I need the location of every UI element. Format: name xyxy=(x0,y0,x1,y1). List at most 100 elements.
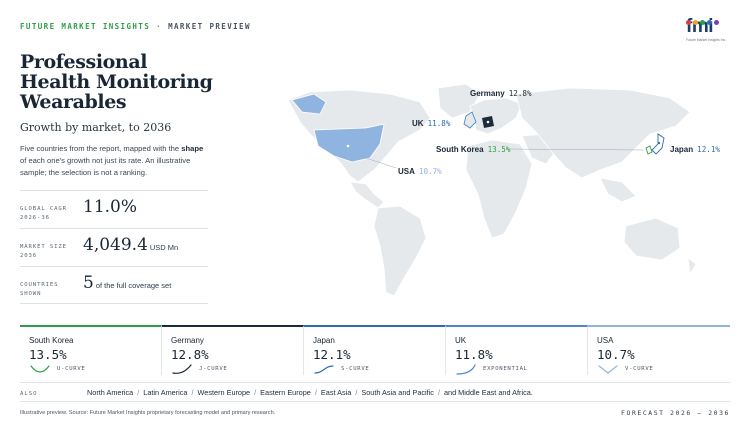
card-country: South Korea xyxy=(29,336,74,345)
south-korea-leader xyxy=(505,148,645,151)
map-label-uk: UK 11.8% xyxy=(412,119,451,128)
region-separator: / xyxy=(191,388,194,397)
card-value: 10.7% xyxy=(597,347,635,362)
region-separator: / xyxy=(254,388,257,397)
stat-value: 11.0% xyxy=(83,197,138,217)
world-map-svg xyxy=(287,83,697,297)
exponential-curve-icon xyxy=(456,364,476,375)
s-curve-icon xyxy=(314,365,334,374)
europe xyxy=(469,97,523,135)
south-korea-territory xyxy=(645,145,653,155)
region-item[interactable]: Latin America xyxy=(143,388,188,397)
card-shape-label: V-CURVE xyxy=(625,366,654,372)
map-pins xyxy=(346,120,661,148)
u-curve-icon xyxy=(30,365,50,373)
africa xyxy=(465,139,533,239)
header-mode: MARKET PREVIEW xyxy=(168,22,251,31)
country-card-japan[interactable]: Japan 12.1% S-CURVE xyxy=(304,325,446,375)
description: Five countries from the report, mapped w… xyxy=(20,144,204,177)
logo-dot xyxy=(714,20,719,25)
card-shape-label: J-CURVE xyxy=(199,366,228,372)
country-card-south-korea[interactable]: South Korea 13.5% U-CURVE xyxy=(20,325,162,375)
stat-label: COUNTRIES SHOWN xyxy=(20,282,59,297)
region-item[interactable]: Eastern Europe xyxy=(260,388,311,397)
country-cards: South Korea 13.5% U-CURVE Germany 12.8% … xyxy=(20,325,730,377)
country-card-germany[interactable]: Germany 12.8% J-CURVE xyxy=(162,325,304,375)
j-curve-icon xyxy=(172,364,192,374)
forecast-range: FORECAST 2026 – 2036 xyxy=(621,409,730,417)
region-item[interactable]: Western Europe xyxy=(197,388,251,397)
map-label-japan: Japan 12.1% xyxy=(670,145,720,154)
region-list: North America / Latin America / Western Euro… xyxy=(87,388,533,397)
card-value: 11.8% xyxy=(455,347,493,362)
logo-dot xyxy=(707,20,712,25)
region-separator: / xyxy=(137,388,140,397)
usa-leader xyxy=(359,155,397,169)
highlighted-countries xyxy=(291,93,665,163)
alaska xyxy=(291,93,327,115)
usa-pin xyxy=(346,144,350,148)
region-separator: / xyxy=(437,388,440,397)
logo-mark: fmi xyxy=(686,16,714,37)
leader-lines xyxy=(359,148,645,169)
stat-unit: of the full coverage set xyxy=(95,281,172,290)
logo-dot xyxy=(693,20,698,25)
south-america xyxy=(373,205,427,297)
also-regions-bar: ALSO North America / Latin America / Western… xyxy=(20,382,730,402)
region-item[interactable]: East Asia xyxy=(320,388,352,397)
central-america xyxy=(349,181,385,209)
region-separator: / xyxy=(314,388,317,397)
stat-global-cagr: GLOBAL CAGR 2026-36 11.0% xyxy=(20,190,208,228)
new-zealand xyxy=(687,257,697,276)
card-shape-label: U-CURVE xyxy=(57,366,86,372)
header-separator: · xyxy=(156,22,163,31)
southeast-asia xyxy=(599,177,637,203)
region-separator: / xyxy=(355,388,358,397)
map-label-usa: USA 10.7% xyxy=(398,167,442,176)
source-note: Illustrative preview. Source: Future Mar… xyxy=(20,410,276,416)
usa-territory xyxy=(313,123,385,163)
card-country: UK xyxy=(455,336,467,345)
brand-name: FUTURE MARKET INSIGHTS xyxy=(20,22,151,31)
stat-countries-shown: COUNTRIES SHOWN 5 of the full coverage se… xyxy=(20,266,208,304)
japan-territory xyxy=(651,133,665,155)
landmass xyxy=(287,83,697,297)
card-value: 12.8% xyxy=(171,347,209,362)
header-bar: FUTURE MARKET INSIGHTS · MARKET PREVIEW xyxy=(20,22,251,31)
region-item[interactable]: North America xyxy=(87,388,134,397)
australia xyxy=(623,217,681,261)
logo-dot xyxy=(700,20,705,25)
card-country: Japan xyxy=(313,336,335,345)
card-country: Germany xyxy=(171,336,204,345)
stat-unit: USD Mn xyxy=(149,243,179,252)
region-item[interactable]: and Middle East and Africa. xyxy=(443,388,533,397)
stat-market-size: MARKET SIZE 2036 4,049.4 USD Mn xyxy=(20,228,208,266)
logo-tagline: Future Market Insights Inc. xyxy=(686,38,727,42)
card-shape-label: S-CURVE xyxy=(341,366,370,372)
fmi-logo[interactable]: fmi Future Market Insights Inc. xyxy=(686,14,730,42)
v-curve-icon xyxy=(598,365,618,374)
card-value: 13.5% xyxy=(29,347,67,362)
card-shape-label: EXPONENTIAL xyxy=(483,366,528,372)
card-country: USA xyxy=(597,336,614,345)
logo-dot xyxy=(686,20,691,25)
stat-value: 5 of the full coverage set xyxy=(83,273,172,293)
japan-pin xyxy=(657,141,661,145)
page-subtitle: Growth by market, to 2036 xyxy=(20,121,172,134)
country-card-uk[interactable]: UK 11.8% EXPONENTIAL xyxy=(446,325,588,375)
map-label-germany: Germany 12.8% xyxy=(470,89,532,98)
logo-dots xyxy=(686,12,730,25)
asia xyxy=(515,87,691,179)
map-label-south-korea: South Korea 13.5% xyxy=(436,145,511,154)
world-map: Germany 12.8% UK 11.8% South Korea 13.5% US… xyxy=(270,78,740,308)
stat-value: 4,049.4 USD Mn xyxy=(83,235,179,255)
page-title: Professional Health Monitoring Wearables xyxy=(20,51,213,113)
stat-label: GLOBAL CAGR 2026-36 xyxy=(20,206,67,221)
stat-label: MARKET SIZE 2036 xyxy=(20,244,67,259)
country-card-usa[interactable]: USA 10.7% V-CURVE xyxy=(588,325,730,375)
germany-pin xyxy=(486,120,490,124)
greenland xyxy=(437,83,481,119)
also-label: ALSO xyxy=(20,391,38,397)
region-item[interactable]: South Asia and Pacific xyxy=(361,388,434,397)
card-value: 12.1% xyxy=(313,347,351,362)
